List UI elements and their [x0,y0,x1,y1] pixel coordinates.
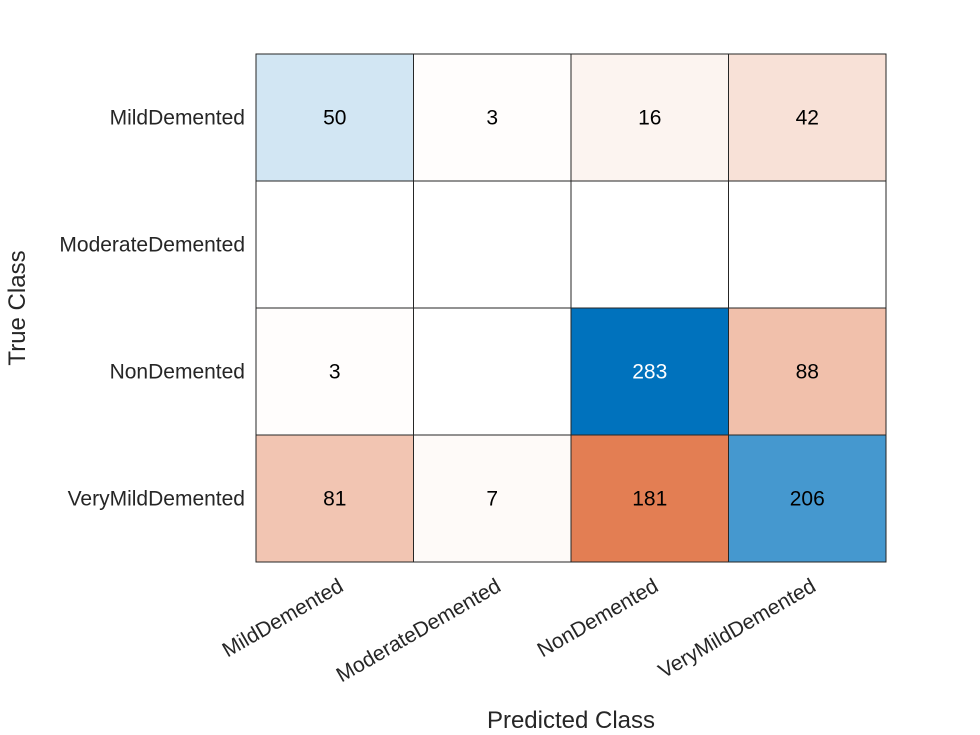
matrix-cell [570,307,729,436]
matrix-cell [728,180,887,309]
matrix-cell [570,434,729,563]
cell-value-label: 16 [638,107,661,130]
matrix-cell [413,180,572,309]
matrix-cell [570,180,729,309]
cell-value-label: 88 [796,361,819,384]
x-tick-label: VeryMildDemented [655,574,820,683]
cell-value-label: 3 [486,107,498,130]
cell-value-label: 3 [329,361,341,384]
y-tick-label: ModerateDemented [59,234,245,257]
matrix-cell [728,53,887,182]
cell-value-label: 50 [323,107,346,130]
matrix-cell [255,434,414,563]
x-tick-label: MildDemented [218,574,347,662]
matrix-cell [413,53,572,182]
matrix-cell [570,53,729,182]
matrix-cell [413,434,572,563]
cell-value-label: 42 [796,107,819,130]
y-tick-labels: MildDemented ModerateDemented NonDemented V… [59,107,245,511]
cell-value-label: 181 [632,488,667,511]
y-tick-label: VeryMildDemented [68,488,245,511]
cell-value-label: 81 [323,488,346,511]
matrix-cell [728,434,887,563]
cell-value-label: 7 [486,488,498,511]
matrix-cell [413,307,572,436]
x-axis-title: Predicted Class [487,707,655,734]
cell-values: 50 3 16 42 3 283 88 81 7 181 206 [323,107,825,511]
matrix-cell [255,307,414,436]
y-tick-label: MildDemented [110,107,245,130]
y-axis-title: True Class [4,250,31,365]
cell-value-label: 206 [790,488,825,511]
matrix-cells [255,53,887,563]
matrix-cell [255,53,414,182]
matrix-cell [255,180,414,309]
x-tick-label: NonDemented [533,574,662,662]
cell-value-label: 283 [632,361,667,384]
y-tick-label: NonDemented [110,361,245,384]
x-tick-label: ModerateDemented [333,574,505,687]
